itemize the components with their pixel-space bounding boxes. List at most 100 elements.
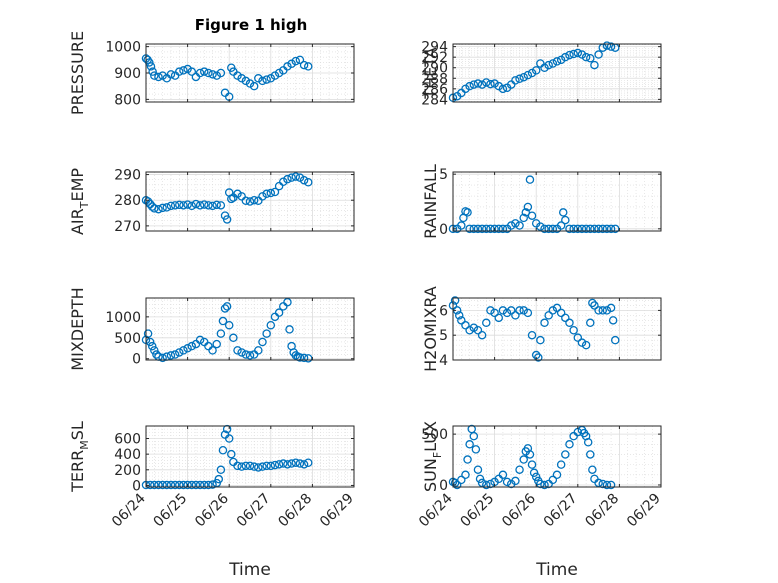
data-point bbox=[548, 224, 558, 234]
plot-area bbox=[453, 172, 661, 231]
data-point bbox=[299, 175, 309, 185]
data-point bbox=[152, 350, 161, 359]
data-point bbox=[463, 455, 472, 464]
data-point bbox=[229, 333, 238, 343]
data-point bbox=[569, 325, 578, 335]
data-point bbox=[183, 64, 192, 74]
data-point bbox=[556, 460, 566, 469]
data-point bbox=[258, 462, 267, 471]
y-axis-label: AIRTEMP bbox=[68, 168, 91, 235]
data-point bbox=[548, 475, 558, 485]
data-point bbox=[565, 50, 574, 60]
data-point bbox=[498, 224, 508, 234]
data-point bbox=[556, 308, 566, 318]
axes-box bbox=[452, 171, 662, 232]
x-axis-label: Time bbox=[228, 560, 271, 580]
y-tick-label: 1000 bbox=[105, 40, 141, 56]
data-point bbox=[498, 306, 508, 315]
data-point bbox=[475, 474, 485, 484]
data-point bbox=[274, 308, 284, 317]
data-point bbox=[590, 301, 599, 310]
y-axis-label-tail: EMP bbox=[68, 168, 87, 202]
data-point bbox=[534, 353, 543, 362]
data-point bbox=[544, 311, 553, 320]
data-point bbox=[540, 224, 549, 234]
data-point bbox=[191, 480, 201, 490]
data-point bbox=[461, 84, 470, 94]
data-point bbox=[158, 353, 167, 363]
data-point bbox=[187, 480, 197, 490]
data-point bbox=[175, 480, 184, 490]
data-point bbox=[565, 318, 574, 328]
data-point bbox=[187, 341, 197, 351]
data-point bbox=[511, 476, 520, 486]
subplot-pressure: 800 900 1000 PRESSURE bbox=[68, 31, 355, 115]
data-point bbox=[525, 450, 535, 459]
data-point bbox=[602, 224, 612, 234]
data-point bbox=[486, 79, 495, 89]
data-point bbox=[590, 224, 599, 234]
data-point bbox=[218, 316, 228, 326]
data-point bbox=[287, 459, 296, 468]
data-point bbox=[291, 458, 301, 468]
data-point bbox=[494, 81, 504, 91]
data-point bbox=[473, 325, 483, 335]
data-point bbox=[270, 71, 280, 80]
y-tick-label: 500 bbox=[114, 331, 141, 347]
axes-box bbox=[145, 297, 355, 361]
data-point bbox=[283, 174, 292, 184]
data-point bbox=[565, 224, 574, 234]
data-point bbox=[233, 346, 242, 355]
data-point bbox=[577, 50, 587, 59]
data-point bbox=[266, 461, 276, 471]
plot-area bbox=[453, 298, 661, 360]
data-point bbox=[299, 353, 309, 363]
data-point bbox=[502, 477, 512, 487]
data-point bbox=[262, 75, 271, 84]
data-point bbox=[552, 470, 562, 480]
data-point bbox=[606, 224, 616, 234]
data-point bbox=[287, 59, 296, 69]
y-tick-label: 292 bbox=[421, 50, 448, 66]
data-point bbox=[218, 445, 228, 455]
data-point bbox=[586, 53, 595, 63]
figure-title: Figure 1 high bbox=[195, 16, 308, 34]
data-point bbox=[212, 200, 221, 210]
data-point bbox=[473, 465, 483, 474]
data-point bbox=[233, 71, 242, 80]
data-point bbox=[287, 173, 296, 182]
data-point bbox=[216, 465, 226, 475]
data-point bbox=[208, 70, 217, 79]
data-point bbox=[254, 463, 263, 472]
data-point bbox=[469, 431, 479, 441]
data-point bbox=[494, 224, 504, 234]
data-point bbox=[270, 187, 280, 197]
data-point bbox=[482, 480, 491, 490]
data-point bbox=[598, 479, 608, 489]
y-axis-label: TERRMSL bbox=[68, 421, 91, 493]
data-point bbox=[143, 329, 153, 338]
data-point bbox=[606, 303, 616, 313]
data-point bbox=[279, 177, 288, 186]
data-point bbox=[222, 302, 232, 311]
data-point bbox=[561, 450, 570, 459]
y-tick-label: 4 bbox=[439, 353, 448, 369]
y-axis-label-main: MIXDEPTH bbox=[68, 287, 87, 370]
data-point bbox=[303, 458, 313, 468]
y-axis-label: RAINFALL bbox=[421, 164, 440, 239]
data-point bbox=[573, 224, 583, 234]
data-point bbox=[471, 445, 481, 454]
y-tick-label: 800 bbox=[114, 92, 141, 108]
y-tick-label: 0 bbox=[439, 478, 448, 494]
y-axis-label-main: RAINFALL bbox=[421, 164, 440, 239]
data-point bbox=[166, 201, 176, 211]
data-point bbox=[279, 459, 288, 468]
y-axis-label-main: AIR bbox=[68, 208, 87, 235]
data-point bbox=[183, 480, 192, 490]
data-point bbox=[536, 222, 545, 231]
data-point bbox=[519, 455, 528, 464]
data-point bbox=[262, 461, 271, 471]
data-point bbox=[581, 224, 591, 234]
